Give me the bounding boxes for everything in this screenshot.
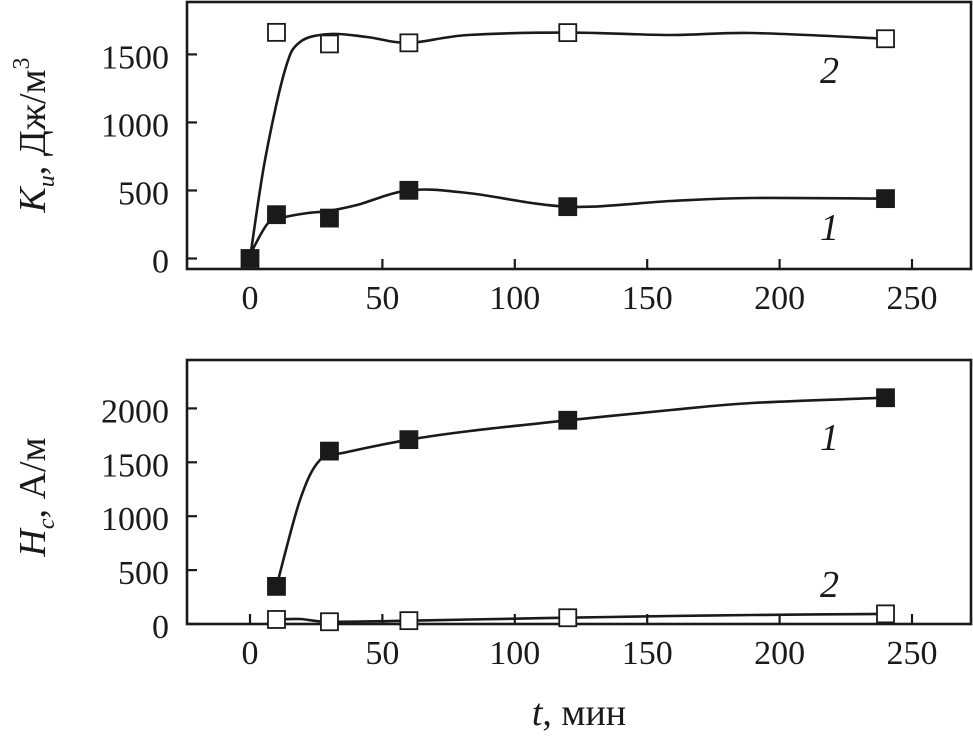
svg-text:500: 500	[118, 555, 169, 592]
svg-text:150: 150	[622, 635, 673, 672]
svg-text:0: 0	[152, 609, 169, 646]
svg-text:2: 2	[820, 564, 839, 606]
svg-text:100: 100	[489, 635, 540, 672]
svg-text:0: 0	[242, 635, 259, 672]
svg-text:150: 150	[622, 280, 673, 317]
svg-text:200: 200	[754, 280, 805, 317]
svg-text:0: 0	[242, 280, 259, 317]
svg-text:Hc, А/м: Hc, А/м	[12, 437, 60, 557]
svg-text:200: 200	[754, 635, 805, 672]
svg-text:1000: 1000	[101, 501, 169, 538]
svg-text:1: 1	[820, 417, 839, 459]
svg-text:2: 2	[820, 50, 839, 92]
svg-text:250: 250	[887, 280, 938, 317]
svg-text:1500: 1500	[101, 39, 169, 76]
svg-text:50: 50	[365, 280, 399, 317]
svg-text:1000: 1000	[101, 107, 169, 144]
svg-text:100: 100	[489, 280, 540, 317]
svg-text:1500: 1500	[101, 447, 169, 484]
svg-text:250: 250	[887, 635, 938, 672]
svg-text:50: 50	[365, 635, 399, 672]
svg-text:500: 500	[118, 175, 169, 212]
svg-text:t, мин: t, мин	[532, 692, 626, 734]
svg-text:Ku, Дж/м3: Ku, Дж/м3	[9, 57, 60, 213]
svg-text:1: 1	[820, 207, 839, 249]
svg-text:0: 0	[152, 244, 169, 281]
svg-text:2000: 2000	[101, 393, 169, 430]
